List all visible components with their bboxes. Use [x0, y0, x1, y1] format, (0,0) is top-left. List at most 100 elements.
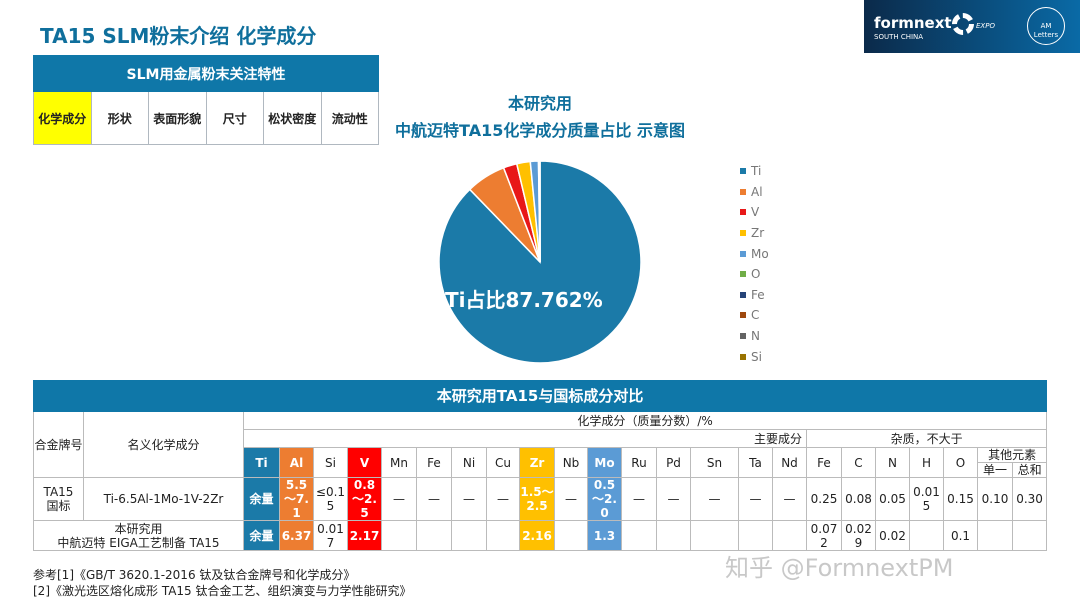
legend-item: Ti — [740, 161, 769, 182]
element-ni: Ni — [451, 447, 487, 478]
value-cell — [690, 520, 739, 551]
header-impurity: 杂质，不大于 — [805, 429, 1048, 448]
element-si: Si — [313, 447, 348, 478]
element-al: Al — [279, 447, 314, 478]
value-cell: 0.05 — [875, 477, 910, 521]
feature-1: 形状 — [90, 91, 149, 145]
header-total: 总和 — [1011, 462, 1048, 478]
legend-label: Al — [751, 184, 763, 199]
value-cell: 0.30 — [1011, 477, 1048, 521]
features-header: SLM用金属粉末关注特性 — [33, 55, 379, 92]
value-cell: 0.1 — [943, 520, 978, 551]
element-fe: Fe — [416, 447, 452, 478]
legend-swatch — [740, 168, 746, 175]
value-cell: 0.015 — [909, 477, 944, 521]
element-mn: Mn — [381, 447, 417, 478]
value-cell: 0.10 — [977, 477, 1013, 521]
element-sn: Sn — [690, 447, 739, 478]
impurity-fe: Fe — [806, 447, 842, 478]
chart-title-line2: 中航迈特TA15化学成分质量占比 示意图 — [395, 121, 685, 140]
element-mo: Mo — [587, 447, 622, 478]
element-nb: Nb — [554, 447, 588, 478]
legend-label: N — [751, 329, 760, 344]
legend-swatch — [740, 353, 746, 360]
legend-swatch — [740, 271, 746, 278]
formnext-sub: SOUTH CHINA — [874, 33, 924, 41]
legend-swatch — [740, 250, 746, 257]
impurity-c: C — [841, 447, 876, 478]
ti-share-label: Ti占比87.762% — [445, 288, 603, 312]
value-cell — [621, 520, 657, 551]
grade-cell: 本研究用 中航迈特 EIGA工艺制备 TA15 — [33, 520, 244, 551]
watermark: 知乎 @FormnextPM — [725, 554, 954, 582]
value-cell: — — [451, 477, 487, 521]
legend-label: O — [751, 267, 761, 282]
legend-item: Al — [740, 182, 769, 203]
value-cell — [656, 520, 691, 551]
value-cell: 0.072 — [806, 520, 842, 551]
element-ru: Ru — [621, 447, 657, 478]
impurity-n: N — [875, 447, 910, 478]
value-cell: — — [621, 477, 657, 521]
legend-label: C — [751, 308, 760, 323]
value-cell: 6.37 — [279, 520, 314, 551]
grade-cell: TA15 国标 — [33, 477, 84, 521]
value-cell: 5.5～7.1 — [279, 477, 314, 521]
element-nd: Nd — [772, 447, 807, 478]
header-single: 单一 — [977, 462, 1013, 478]
legend-label: Ti — [751, 164, 762, 179]
header-other: 其他元素 — [976, 447, 1048, 463]
legend-item: Si — [740, 346, 769, 367]
impurity-h: H — [909, 447, 944, 478]
value-cell: 0.8～2.5 — [347, 477, 382, 521]
legend-item: N — [740, 326, 769, 347]
value-cell: — — [690, 477, 739, 521]
page-title: TA15 SLM粉末介绍 化学成分 — [40, 24, 317, 48]
value-cell — [554, 520, 588, 551]
legend-swatch — [740, 188, 746, 195]
gear-icon — [952, 13, 974, 35]
powder-features-table: SLM用金属粉末关注特性 化学成分 形状 表面形貌 尺寸 松状密度 流动性 — [33, 55, 379, 145]
legend-item: Fe — [740, 285, 769, 306]
legend-label: Mo — [751, 246, 769, 261]
value-cell: — — [381, 477, 417, 521]
header-nominal: 名义化学成分 — [83, 411, 244, 478]
value-cell: — — [772, 477, 807, 521]
element-zr: Zr — [519, 447, 555, 478]
header-main: 主要成分 — [243, 429, 807, 448]
formnext-logo: formnext — [874, 14, 952, 32]
feature-5: 流动性 — [320, 91, 379, 145]
value-cell: — — [486, 477, 520, 521]
legend-label: V — [751, 205, 760, 220]
composition-comparison-table: 本研究用TA15与国标成分对比 合金牌号 名义化学成分 化学成分（质量分数）/% 主要成… — [32, 380, 1048, 551]
legend-label: Fe — [751, 287, 765, 302]
am-letters-logo: AM Letters — [1027, 7, 1065, 45]
header-grade: 合金牌号 — [33, 411, 84, 478]
legend-swatch — [740, 291, 746, 298]
value-cell: 2.17 — [347, 520, 382, 551]
value-cell — [381, 520, 417, 551]
legend-item: Mo — [740, 243, 769, 264]
legend-swatch — [740, 333, 746, 340]
value-cell: 1.5～2.5 — [519, 477, 555, 521]
sponsor-logos: formnext SOUTH CHINA EXPO AM Letters — [864, 0, 1080, 53]
pie-chart — [438, 160, 642, 364]
value-cell: — — [554, 477, 588, 521]
value-cell — [977, 520, 1013, 551]
table-title: 本研究用TA15与国标成分对比 — [32, 380, 1048, 412]
legend-item: Zr — [740, 223, 769, 244]
value-cell: ≤0.15 — [313, 477, 348, 521]
table-row: 本研究用 中航迈特 EIGA工艺制备 TA15 余量 6.37 0.017 2.17 2.… — [33, 520, 1048, 551]
value-cell: 2.16 — [519, 520, 555, 551]
element-ta: Ta — [738, 447, 773, 478]
element-v: V — [347, 447, 382, 478]
references: 参考[1]《GB/T 3620.1-2016 钛及钛合金牌号和化学成分》 [2]… — [33, 567, 412, 599]
legend-item: O — [740, 264, 769, 285]
legend-label: Si — [751, 349, 762, 364]
value-cell: 0.15 — [943, 477, 978, 521]
feature-0: 化学成分 — [33, 91, 92, 145]
value-cell — [738, 520, 773, 551]
value-cell: — — [738, 477, 773, 521]
value-cell: 0.08 — [841, 477, 876, 521]
legend-label: Zr — [751, 226, 765, 241]
